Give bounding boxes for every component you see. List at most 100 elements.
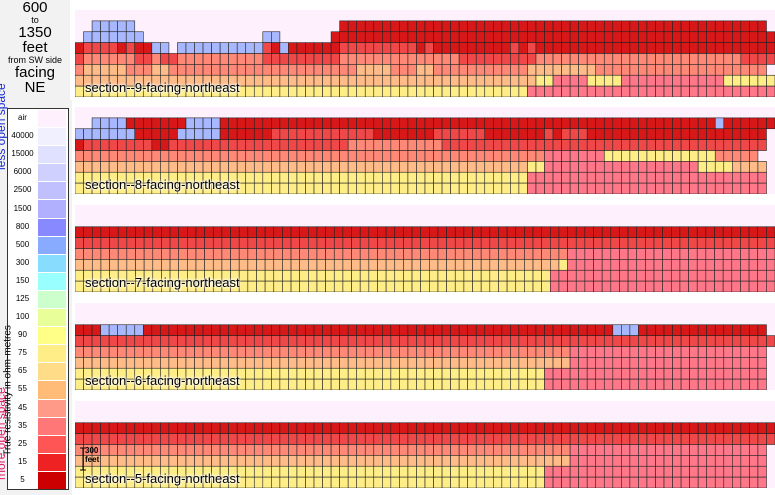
heatmap-cell: [492, 357, 503, 369]
scale-swatch: [38, 344, 66, 363]
heatmap-cell: [714, 422, 725, 434]
heatmap-cell: [689, 31, 699, 43]
heatmap-cell: [629, 31, 639, 43]
heatmap-cell: [688, 226, 698, 238]
heatmap-cell: [416, 117, 426, 130]
heatmap-cell: [279, 346, 289, 358]
heatmap-cell: [492, 117, 503, 130]
heatmap-cell: [339, 150, 349, 162]
heatmap-cell: [475, 324, 486, 336]
heatmap-cell: [679, 269, 689, 282]
heatmap-cell: [91, 20, 101, 33]
heatmap-cell: [749, 182, 759, 194]
heatmap-cell: [757, 259, 767, 271]
heatmap-cell: [202, 53, 212, 65]
heatmap-cell: [663, 20, 673, 33]
heatmap-cell: [689, 324, 699, 336]
section-panel: section--9-facing-northeast: [75, 10, 775, 97]
heatmap-cell: [552, 64, 562, 76]
heatmap-cell: [569, 422, 579, 434]
scale-swatch: [38, 416, 66, 435]
heatmap-cell: [433, 31, 443, 43]
heatmap-cell: [646, 444, 656, 456]
heatmap-cell: [706, 139, 716, 151]
heatmap-cell: [561, 476, 571, 488]
heatmap-cell: [544, 150, 554, 162]
heatmap-cell: [757, 182, 767, 194]
heatmap-cell: [75, 367, 84, 380]
heatmap-cell: [689, 42, 699, 54]
heatmap-cell: [515, 226, 525, 238]
heatmap-cell: [91, 346, 101, 358]
heatmap-cell: [680, 182, 690, 194]
heatmap-cell: [706, 20, 716, 33]
heatmap-cell: [382, 85, 392, 97]
heatmap-cell: [552, 476, 562, 488]
heatmap-cell: [680, 422, 690, 434]
heatmap-cell: [339, 42, 349, 54]
heatmap-cell: [518, 171, 528, 184]
heatmap-cell: [108, 64, 118, 76]
heatmap-cell: [288, 324, 298, 336]
heatmap-cell: [510, 444, 520, 456]
heatmap-cell: [194, 324, 204, 336]
heatmap-cell: [339, 182, 349, 194]
heatmap-cell: [202, 64, 212, 76]
heatmap-cell: [655, 171, 665, 184]
heatmap-cell: [450, 476, 460, 488]
heatmap-cell: [663, 128, 673, 140]
heatmap-cell: [308, 237, 318, 249]
heatmap-cell: [697, 357, 708, 369]
heatmap-cell: [501, 31, 511, 43]
heatmap-cell: [407, 422, 417, 434]
heatmap-cell: [749, 444, 759, 456]
heatmap-cell: [492, 161, 503, 173]
heatmap-cell: [356, 161, 366, 173]
heatmap-cell: [256, 259, 266, 271]
heatmap-cell: [441, 444, 451, 456]
heatmap-cell: [313, 335, 323, 347]
heatmap-cell: [330, 346, 340, 358]
heatmap-cell: [723, 31, 733, 43]
heatmap-cell: [446, 259, 456, 271]
heatmap-cell: [342, 237, 352, 249]
heatmap-cell: [501, 117, 511, 130]
heatmap-cell: [740, 117, 750, 130]
heatmap-cell: [262, 346, 272, 358]
heatmap-cell: [653, 259, 663, 271]
heatmap-cell: [627, 237, 638, 249]
heatmap-cell: [100, 20, 110, 33]
heatmap-cell: [544, 31, 554, 43]
heatmap-cell: [288, 367, 298, 380]
heatmap-cell: [472, 237, 482, 249]
heatmap-cell: [510, 182, 520, 194]
heatmap-cell: [706, 444, 716, 456]
heatmap-cell: [714, 128, 725, 140]
heatmap-cell: [515, 259, 525, 271]
heatmap-cell: [382, 139, 392, 151]
heatmap-cell: [424, 53, 434, 65]
heatmap-cell: [569, 455, 579, 467]
heatmap-cell: [245, 465, 255, 478]
heatmap-cell: [672, 378, 682, 390]
heatmap-cell: [407, 139, 417, 151]
heatmap-cell: [288, 444, 298, 456]
heatmap-cell: [228, 117, 238, 130]
heatmap-cell: [450, 324, 460, 336]
heatmap-cell: [532, 226, 542, 238]
heatmap-cell: [475, 117, 486, 130]
heatmap-cell: [653, 226, 663, 238]
heatmap-cell: [83, 31, 93, 43]
scale-swatch: [38, 362, 66, 381]
heatmap-cell: [492, 74, 503, 87]
heatmap-cell: [527, 378, 537, 390]
heatmap-cell: [510, 117, 520, 130]
heatmap-cell: [424, 346, 434, 358]
heatmap-cell: [247, 280, 257, 292]
heatmap-cell: [492, 378, 503, 390]
heatmap-cell: [91, 422, 101, 434]
heatmap-cell: [646, 422, 656, 434]
heatmap-cell: [108, 422, 118, 434]
heatmap-cell: [253, 42, 264, 54]
heatmap-cell: [100, 117, 110, 130]
